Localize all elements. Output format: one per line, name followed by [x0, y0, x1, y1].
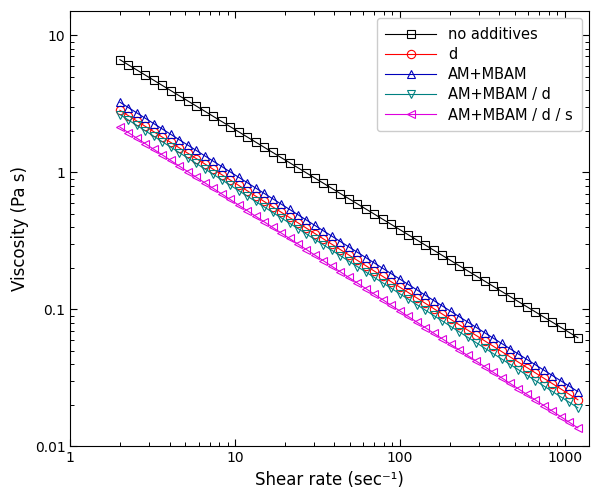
AM+MBAM [523, 356, 530, 362]
AM+MBAM [286, 206, 293, 212]
AM+MBAM [167, 132, 175, 138]
AM+MBAM / d / s [227, 196, 234, 202]
no additives [566, 330, 573, 336]
d [116, 108, 124, 114]
no additives [227, 124, 234, 130]
AM+MBAM / d [566, 400, 573, 406]
d [574, 396, 581, 402]
d [523, 364, 530, 370]
Line: d: d [116, 106, 582, 404]
AM+MBAM / d / s [574, 425, 581, 431]
Line: AM+MBAM / d: AM+MBAM / d [116, 110, 582, 412]
AM+MBAM [201, 153, 208, 159]
AM+MBAM [116, 99, 124, 105]
AM+MBAM / d [523, 372, 530, 378]
Line: AM+MBAM / d / s: AM+MBAM / d / s [116, 123, 582, 432]
AM+MBAM / d / s [167, 158, 175, 164]
X-axis label: Shear rate (sec⁻¹): Shear rate (sec⁻¹) [255, 471, 404, 489]
AM+MBAM / d / s [286, 236, 293, 242]
no additives [116, 56, 124, 62]
AM+MBAM / d [167, 144, 175, 150]
AM+MBAM / d [201, 166, 208, 172]
no additives [167, 88, 175, 94]
no additives [574, 334, 581, 340]
AM+MBAM / d [286, 220, 293, 226]
AM+MBAM / d [574, 405, 581, 411]
d [167, 140, 175, 145]
no additives [523, 304, 530, 310]
AM+MBAM / d / s [116, 124, 124, 130]
d [227, 177, 234, 183]
AM+MBAM [227, 169, 234, 175]
Y-axis label: Viscosity (Pa s): Viscosity (Pa s) [11, 166, 29, 292]
AM+MBAM / d / s [523, 392, 530, 398]
d [286, 214, 293, 220]
AM+MBAM / d [227, 182, 234, 188]
d [201, 161, 208, 167]
Legend: no additives, d, AM+MBAM, AM+MBAM / d, AM+MBAM / d / s: no additives, d, AM+MBAM, AM+MBAM / d, A… [377, 18, 581, 132]
Line: AM+MBAM: AM+MBAM [116, 98, 582, 396]
no additives [286, 160, 293, 166]
AM+MBAM / d / s [201, 180, 208, 186]
AM+MBAM [566, 384, 573, 390]
AM+MBAM / d / s [566, 420, 573, 426]
Line: no additives: no additives [116, 56, 582, 342]
AM+MBAM / d [116, 112, 124, 117]
AM+MBAM [574, 388, 581, 394]
no additives [201, 108, 208, 114]
d [566, 392, 573, 398]
